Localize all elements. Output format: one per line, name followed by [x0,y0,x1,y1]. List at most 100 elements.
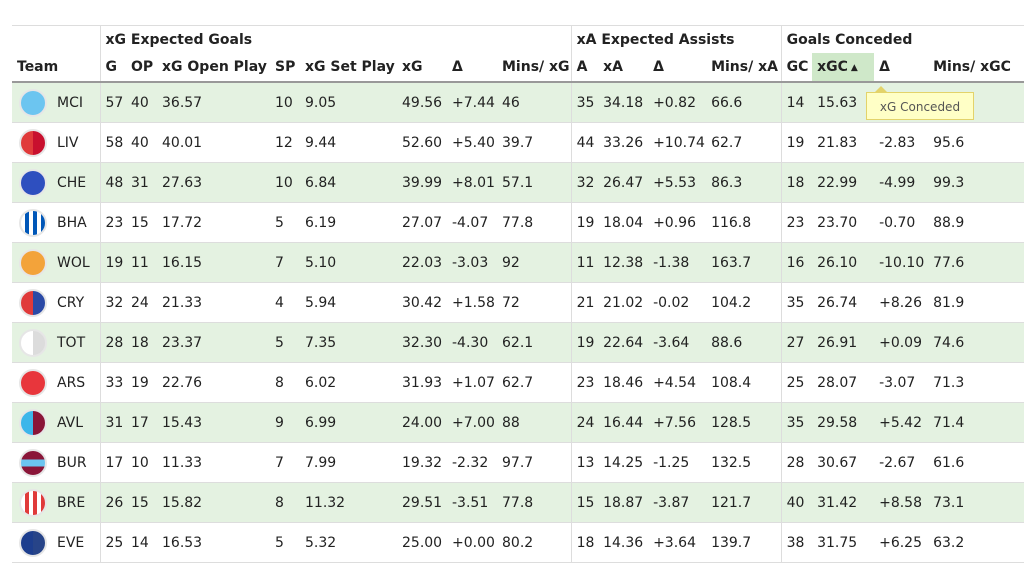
stat-cell: 36.57 [157,82,270,123]
team-icon [19,88,47,117]
stat-cell: 28 [780,442,813,483]
team-name: WOL [57,254,90,271]
stat-cell: 48 [99,162,126,203]
column-header[interactable]: Mins/ xGC [928,53,1013,83]
column-header[interactable]: Mins/ xG [497,53,572,83]
stat-cell: 22.99 [812,162,875,203]
stat-cell: +7.44 [447,82,497,123]
stat-cell: 35 [780,282,813,323]
column-header[interactable]: Δ [648,53,707,83]
partial-column [1012,53,1024,83]
stat-cell: 128.5 [706,402,782,443]
team-row[interactable]: LIV 58 40 40.01 12 9.44 52.60 +5.40 39.7 44 33.26 +… [12,122,1024,163]
stat-cell: 22.76 [157,362,270,403]
team-row[interactable]: TOT 28 18 23.37 5 7.35 32.30 -4.30 62.1 19 22.64 -3… [12,322,1024,363]
partial-cell [1012,82,1024,123]
column-header-text: xG Open Play [162,59,267,75]
stat-cell: 19 [99,242,126,283]
column-header[interactable]: xG Set Play [300,53,397,83]
stats-table: xG Expected Goals xA Expected Assists Go… [12,25,1024,563]
stat-cell: 139.7 [706,522,782,563]
team-row[interactable]: CHE 48 31 27.63 10 6.84 39.99 +8.01 57.1 32 26.47 +… [12,162,1024,203]
stat-cell: 104.2 [706,282,782,323]
stat-cell: 5.94 [300,282,397,323]
team-icon [19,208,47,237]
stat-cell: 71.3 [928,362,1013,403]
column-header[interactable]: SP [270,53,300,83]
column-header-text: A [576,59,588,75]
stat-cell: 21.02 [598,282,649,323]
team-icon [19,408,47,437]
stat-cell: -0.70 [874,202,929,243]
stat-cell: 23.37 [157,322,270,363]
team-row[interactable]: MCI 57 40 36.57 10 9.05 49.56 +7.44 46 35 34.18 +0.… [12,82,1024,123]
column-header-text: Mins/ xA [711,59,778,75]
stat-cell: 57 [99,82,126,123]
column-header[interactable]: xG [397,53,447,83]
team-row[interactable]: BRE 26 15 15.82 8 11.32 29.51 -3.51 77.8 15 18.87-… [12,482,1024,523]
stat-cell: +0.09 [874,322,929,363]
column-header[interactable]: xGC ▲ [812,53,875,83]
column-header[interactable]: GC [780,53,813,83]
team-cell: CHE [12,162,100,203]
stat-cell: -3.51 [447,482,497,523]
column-header-text: G [105,59,118,75]
group-header-row: xG Expected Goals xA Expected Assists Go… [12,25,1024,53]
column-header-row: Team G OP xG Open Play SP xG Set Play xG Δ Mins/… [12,53,1024,83]
team-cell: BUR [12,442,100,483]
team-row[interactable]: CRY 32 24 21.33 4 5.94 30.42 +1.58 72 21 21.02 -0.0… [12,282,1024,323]
team-row[interactable]: WOL 19 11 16.15 7 5.10 22.03 -3.03 92 11 12.38 -1.3… [12,242,1024,283]
stat-cell: 15.43 [157,402,270,443]
stat-cell: 18 [780,162,813,203]
stat-cell: -2.67 [874,442,929,483]
team-row[interactable]: AVL 31 17 15.43 9 6.99 24.00 +7.00 88 24 16.44 +7.5… [12,402,1024,443]
stat-cell: 32 [99,282,126,323]
column-header[interactable]: Mins/ xA [706,53,782,83]
stat-cell: +8.26 [874,282,929,323]
team-cell: TOT [12,322,100,363]
stat-cell: 10 [270,82,300,123]
column-header-text: SP [275,59,296,75]
team-row[interactable]: BUR 17 10 11.33 7 7.99 19.32 -2.32 97.7 13 14.25 -1… [12,442,1024,483]
team-name: AVL [57,414,84,431]
stat-cell: 22.64 [598,322,649,363]
column-header[interactable]: A [570,53,599,83]
stat-cell: 10 [126,442,157,483]
stat-cell: 49.56 [397,82,447,123]
stat-cell: +0.96 [648,202,707,243]
column-header[interactable]: Δ [874,53,929,83]
column-header[interactable]: Δ [447,53,497,83]
stat-cell: 18 [126,322,157,363]
stat-cell: 27.63 [157,162,270,203]
stat-cell: 21.83 [812,122,875,163]
team-cell: BRE [12,482,100,523]
stat-cell: 24 [126,282,157,323]
column-header[interactable]: G [99,53,126,83]
stat-cell: 7.99 [300,442,397,483]
stat-cell: 26 [99,482,126,523]
stat-cell: 88.6 [706,322,782,363]
team-cell: CRY [12,282,100,323]
stat-cell: 8 [270,362,300,403]
team-row[interactable]: BHA 23 15 17.72 5 6.19 27.07 -4.07 77.8 19 18.04 +0… [12,202,1024,243]
team-row[interactable]: EVE 25 14 16.53 5 5.32 25.00 +0.00 80.2 18 14.36 +3… [12,522,1024,563]
stat-cell: 27 [780,322,813,363]
stat-cell: 38 [780,522,813,563]
stat-cell: 16 [780,242,813,283]
stat-cell: 39.7 [497,122,572,163]
stat-cell: +5.40 [447,122,497,163]
column-header[interactable]: xG Open Play [157,53,270,83]
team-icon [19,528,47,557]
stat-cell: 12 [270,122,300,163]
column-header[interactable]: OP [126,53,157,83]
partial-cell [1012,162,1024,203]
stat-cell: 97.7 [497,442,572,483]
team-icon [19,168,47,197]
team-row[interactable]: ARS 33 19 22.76 8 6.02 31.93 +1.07 62.7 23 18.46 +4… [12,362,1024,403]
stat-cell: 31.93 [397,362,447,403]
column-header[interactable]: Team [12,53,100,83]
team-icon [19,288,47,317]
stat-cell: 11.32 [300,482,397,523]
column-header[interactable]: xA [598,53,649,83]
group-header: xG Expected Goals [99,25,572,53]
